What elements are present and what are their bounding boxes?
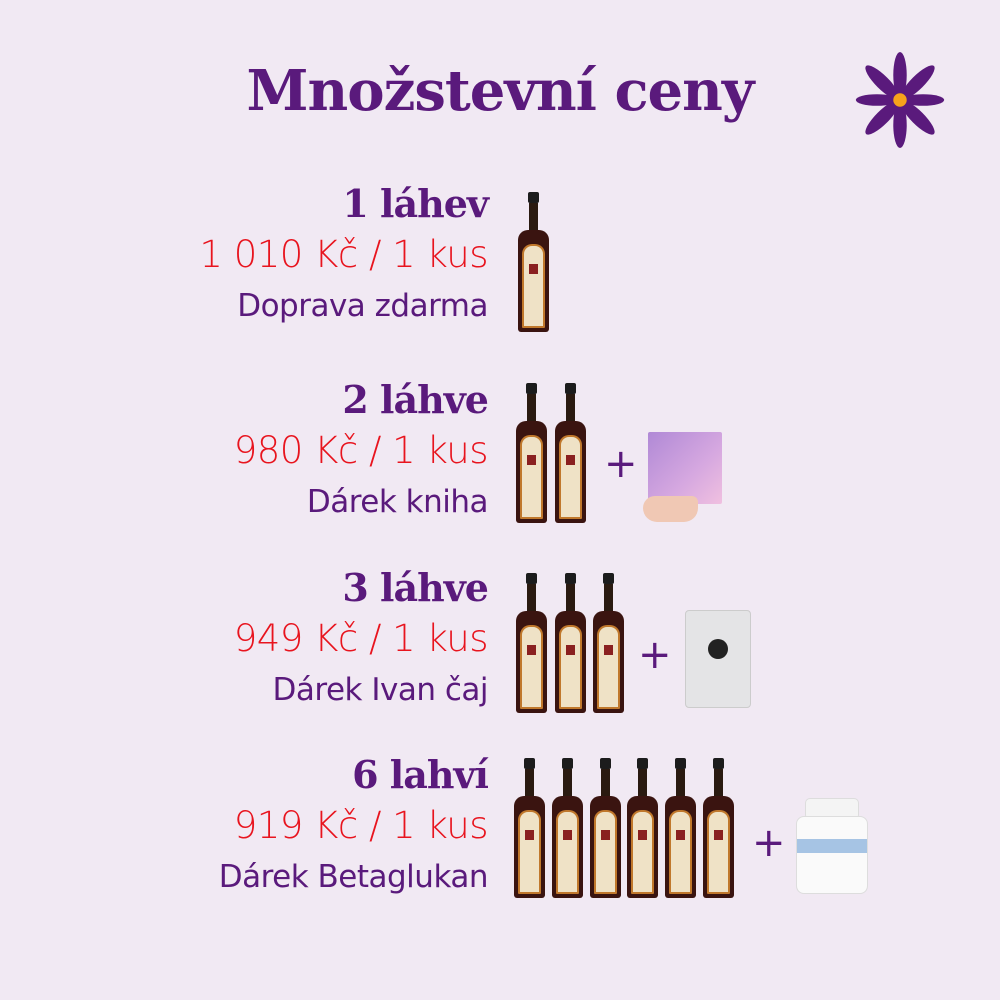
offer-price: 949 Kč / 1 kus: [233, 617, 489, 660]
offer-price: 980 Kč / 1 kus: [233, 429, 489, 472]
bottle-image: [516, 573, 547, 713]
bottle-image: [518, 192, 549, 332]
bottle-image: [514, 758, 545, 898]
hand-image: [643, 496, 698, 522]
offer-quantity: 2 láhve: [342, 377, 489, 422]
bottle-image: [589, 758, 621, 898]
offer-benefit: Doprava zdarma: [237, 288, 488, 324]
page-title: Množstevní ceny: [246, 58, 755, 124]
offer-benefit: Dárek Betaglukan: [218, 859, 489, 895]
offer-benefit: Dárek kniha: [306, 484, 489, 520]
offer-2: 2 láhve 980 Kč / 1 kus Dárek kniha: [233, 376, 489, 526]
bottle-image: [665, 758, 697, 898]
offer-price: 1 010 Kč / 1 kus: [199, 233, 488, 276]
bottle-image: [703, 758, 734, 898]
bottle-image: [627, 758, 659, 898]
gift-book-image: [648, 432, 722, 504]
offer-quantity: 3 láhve: [342, 565, 489, 610]
offer-4: 6 lahví 919 Kč / 1 kus Dárek Betaglukan: [218, 751, 489, 901]
bottle-image: [555, 383, 586, 523]
bottle-image: [554, 573, 586, 713]
offer-quantity: 6 lahví: [352, 752, 489, 797]
offer-benefit: Dárek Ivan čaj: [272, 672, 489, 708]
offer-3: 3 láhve 949 Kč / 1 kus Dárek Ivan čaj: [233, 564, 489, 714]
plus-icon: +: [752, 820, 786, 866]
plus-icon: +: [604, 441, 638, 487]
purple-flower-icon: [855, 52, 945, 148]
bottle-image: [516, 383, 547, 523]
offer-quantity: 1 láhev: [342, 181, 489, 226]
offer-price: 919 Kč / 1 kus: [233, 804, 489, 847]
plus-icon: +: [638, 632, 672, 678]
gift-supplement-jar-image: [796, 798, 868, 894]
bottle-image: [593, 573, 624, 713]
bottle-image: [551, 758, 583, 898]
gift-tea-pouch-image: [685, 610, 751, 708]
offer-1: 1 láhev 1 010 Kč / 1 kus Doprava zdarma: [199, 180, 489, 330]
